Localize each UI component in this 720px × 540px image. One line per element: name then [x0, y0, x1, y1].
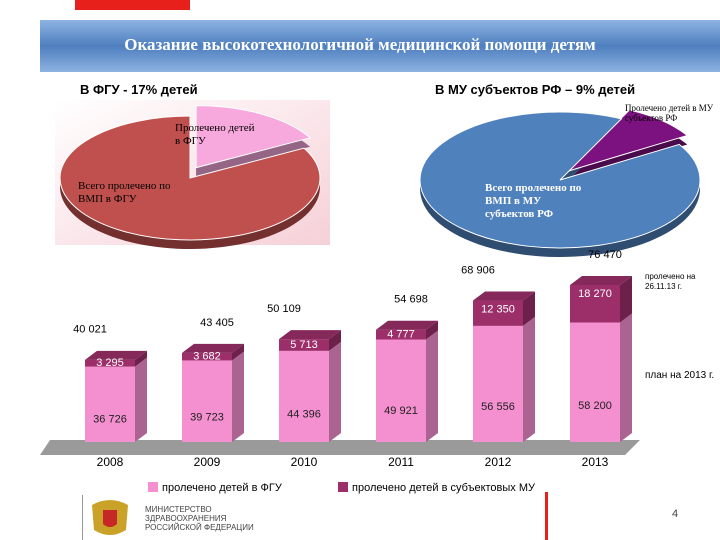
legend-swatch	[148, 482, 158, 492]
x-tick-label: 2010	[291, 455, 318, 469]
bar-top	[85, 350, 147, 360]
value-label: 18 270	[578, 288, 612, 300]
bar-side	[329, 330, 341, 351]
bar-segment	[182, 360, 232, 442]
slice-label: Пролечено детей в МУ субъектов РФ	[625, 103, 714, 123]
value-label: 12 350	[481, 303, 515, 315]
total-label: 43 405	[200, 317, 234, 329]
pie-slice	[195, 105, 312, 169]
bar-side	[135, 350, 147, 367]
bar-segment	[279, 339, 329, 351]
pie-title: В ФГУ - 17% детей	[80, 82, 198, 97]
total-label: 54 698	[394, 294, 428, 306]
bar-top	[473, 291, 535, 301]
value-label: 49 921	[384, 405, 418, 417]
chart-floor	[40, 440, 640, 455]
slice-label: Всего пролечено по ВМП в МУ субъектов РФ	[485, 182, 582, 220]
bar-side	[329, 341, 341, 442]
value-label: 5 713	[290, 339, 318, 351]
bar-side	[523, 291, 535, 326]
bar-side	[232, 351, 244, 442]
bar-segment	[473, 300, 523, 326]
bar-side	[135, 357, 147, 442]
value-label: 3 295	[96, 357, 124, 369]
page-number: 4	[672, 508, 679, 520]
bar-segment	[85, 359, 135, 367]
legend-label: пролечено детей в ФГУ	[162, 482, 283, 494]
bar-side	[620, 276, 632, 323]
total-label: 68 906	[461, 264, 495, 276]
accent-bar	[75, 0, 190, 10]
bar-side	[620, 313, 632, 442]
pie-title: В МУ субъектов РФ – 9% детей	[435, 82, 636, 97]
x-tick-label: 2012	[485, 455, 512, 469]
bar-segment	[473, 325, 523, 442]
bar-segment	[570, 322, 620, 442]
bar-side	[232, 343, 244, 361]
bar-side	[426, 320, 438, 340]
legend-label: пролечено детей в субъектовых МУ	[352, 482, 536, 494]
x-tick-label: 2011	[388, 455, 414, 469]
bar-side	[426, 330, 438, 442]
bar-segment	[279, 350, 329, 442]
value-label: 4 777	[387, 329, 415, 341]
bar-segment	[85, 366, 135, 442]
annotation: план на 2013 г.	[645, 370, 715, 381]
x-tick-label: 2013	[582, 455, 609, 469]
slice-label: Пролечено детей в ФГУ	[175, 122, 255, 147]
slice-label: Всего пролечено по ВМП в ФГУ	[78, 180, 171, 205]
value-label: 56 556	[481, 401, 515, 413]
value-label: 3 682	[193, 351, 221, 363]
value-label: 39 723	[190, 411, 224, 423]
header-band	[40, 20, 720, 72]
total-label: 40 021	[73, 324, 107, 336]
organization: РОССИЙСКОЙ ФЕДЕРАЦИИ	[145, 523, 254, 532]
organization: ЗДРАВООХРАНЕНИЯ	[145, 514, 227, 523]
annotation: пролечено на 26.11.13 г.	[645, 272, 696, 291]
bar-top	[182, 343, 244, 353]
bar-segment	[182, 352, 232, 361]
bar-top	[376, 320, 438, 330]
legend-swatch	[338, 482, 348, 492]
bar-segment	[376, 329, 426, 340]
x-tick-label: 2009	[194, 455, 221, 469]
bar-segment	[570, 285, 620, 323]
total-label: 50 109	[267, 303, 301, 315]
bar-side	[523, 316, 535, 442]
value-label: 36 726	[93, 413, 127, 425]
divider	[545, 492, 548, 540]
bar-top	[279, 330, 341, 340]
pie-slice	[567, 109, 689, 172]
slide-title: Оказание высокотехнологичной медицинской…	[124, 35, 596, 54]
value-label: 58 200	[578, 400, 612, 412]
bar-top	[570, 276, 632, 285]
x-tick-label: 2008	[97, 455, 124, 469]
bar-segment	[376, 339, 426, 442]
pie-slice	[59, 115, 321, 241]
total-label: 76 470	[588, 249, 622, 261]
value-label: 44 396	[287, 409, 321, 421]
pie-slice	[419, 111, 701, 249]
emblem	[82, 495, 128, 540]
organization: МИНИСТЕРСТВО	[145, 505, 212, 514]
